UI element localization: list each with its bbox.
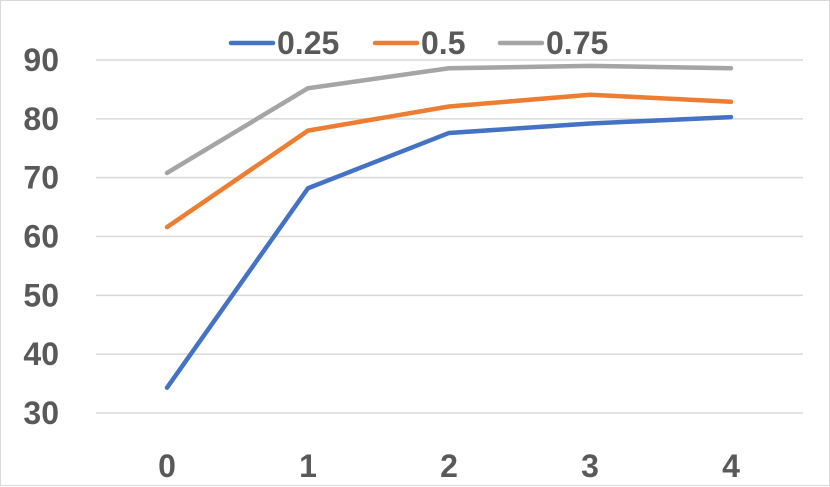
x-axis-tick-labels: 0 1 2 3 4: [158, 448, 740, 484]
series-lines: [164, 63, 734, 390]
gridlines: [96, 59, 803, 414]
legend: 0.25 0.5 0.75: [228, 25, 608, 61]
y-tick-label: 50: [23, 277, 59, 313]
y-tick-label: 30: [23, 395, 59, 431]
y-tick-label: 70: [23, 160, 59, 196]
x-tick-label: 3: [581, 448, 599, 484]
x-tick-label: 2: [440, 448, 458, 484]
x-tick-label: 4: [722, 448, 740, 484]
y-tick-label: 80: [23, 101, 59, 137]
series-line-0.25: [164, 114, 734, 390]
legend-label: 0.5: [421, 25, 465, 61]
y-tick-label: 60: [23, 219, 59, 255]
x-tick-label: 0: [158, 448, 176, 484]
y-tick-label: 90: [23, 42, 59, 78]
y-tick-label: 40: [23, 336, 59, 372]
series-line-0.75: [164, 63, 734, 176]
series-line-0.5: [164, 92, 734, 230]
legend-label: 0.75: [546, 25, 608, 61]
x-tick-label: 1: [299, 448, 317, 484]
legend-label: 0.25: [277, 25, 339, 61]
y-axis-tick-labels: 30 40 50 60 70 80 90: [23, 42, 59, 431]
